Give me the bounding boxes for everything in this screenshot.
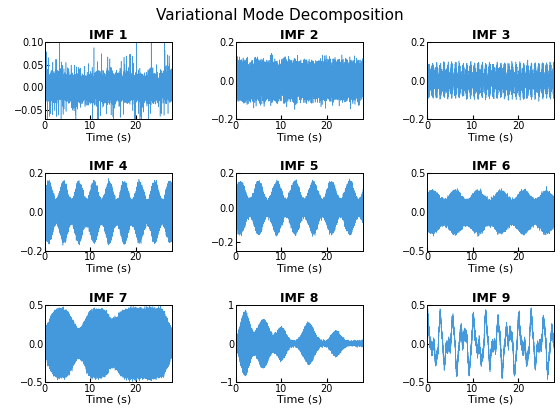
X-axis label: Time (s): Time (s): [86, 132, 131, 142]
Text: Variational Mode Decomposition: Variational Mode Decomposition: [156, 8, 404, 24]
Title: IMF 1: IMF 1: [89, 29, 128, 42]
Title: IMF 2: IMF 2: [281, 29, 319, 42]
X-axis label: Time (s): Time (s): [468, 132, 514, 142]
X-axis label: Time (s): Time (s): [468, 263, 514, 273]
X-axis label: Time (s): Time (s): [277, 132, 322, 142]
Title: IMF 6: IMF 6: [472, 160, 510, 173]
Title: IMF 9: IMF 9: [472, 292, 510, 305]
X-axis label: Time (s): Time (s): [86, 395, 131, 405]
X-axis label: Time (s): Time (s): [277, 263, 322, 273]
X-axis label: Time (s): Time (s): [86, 263, 131, 273]
Title: IMF 3: IMF 3: [472, 29, 510, 42]
Title: IMF 7: IMF 7: [89, 292, 128, 305]
Title: IMF 5: IMF 5: [281, 160, 319, 173]
X-axis label: Time (s): Time (s): [468, 395, 514, 405]
X-axis label: Time (s): Time (s): [277, 395, 322, 405]
Title: IMF 4: IMF 4: [89, 160, 128, 173]
Title: IMF 8: IMF 8: [281, 292, 319, 305]
